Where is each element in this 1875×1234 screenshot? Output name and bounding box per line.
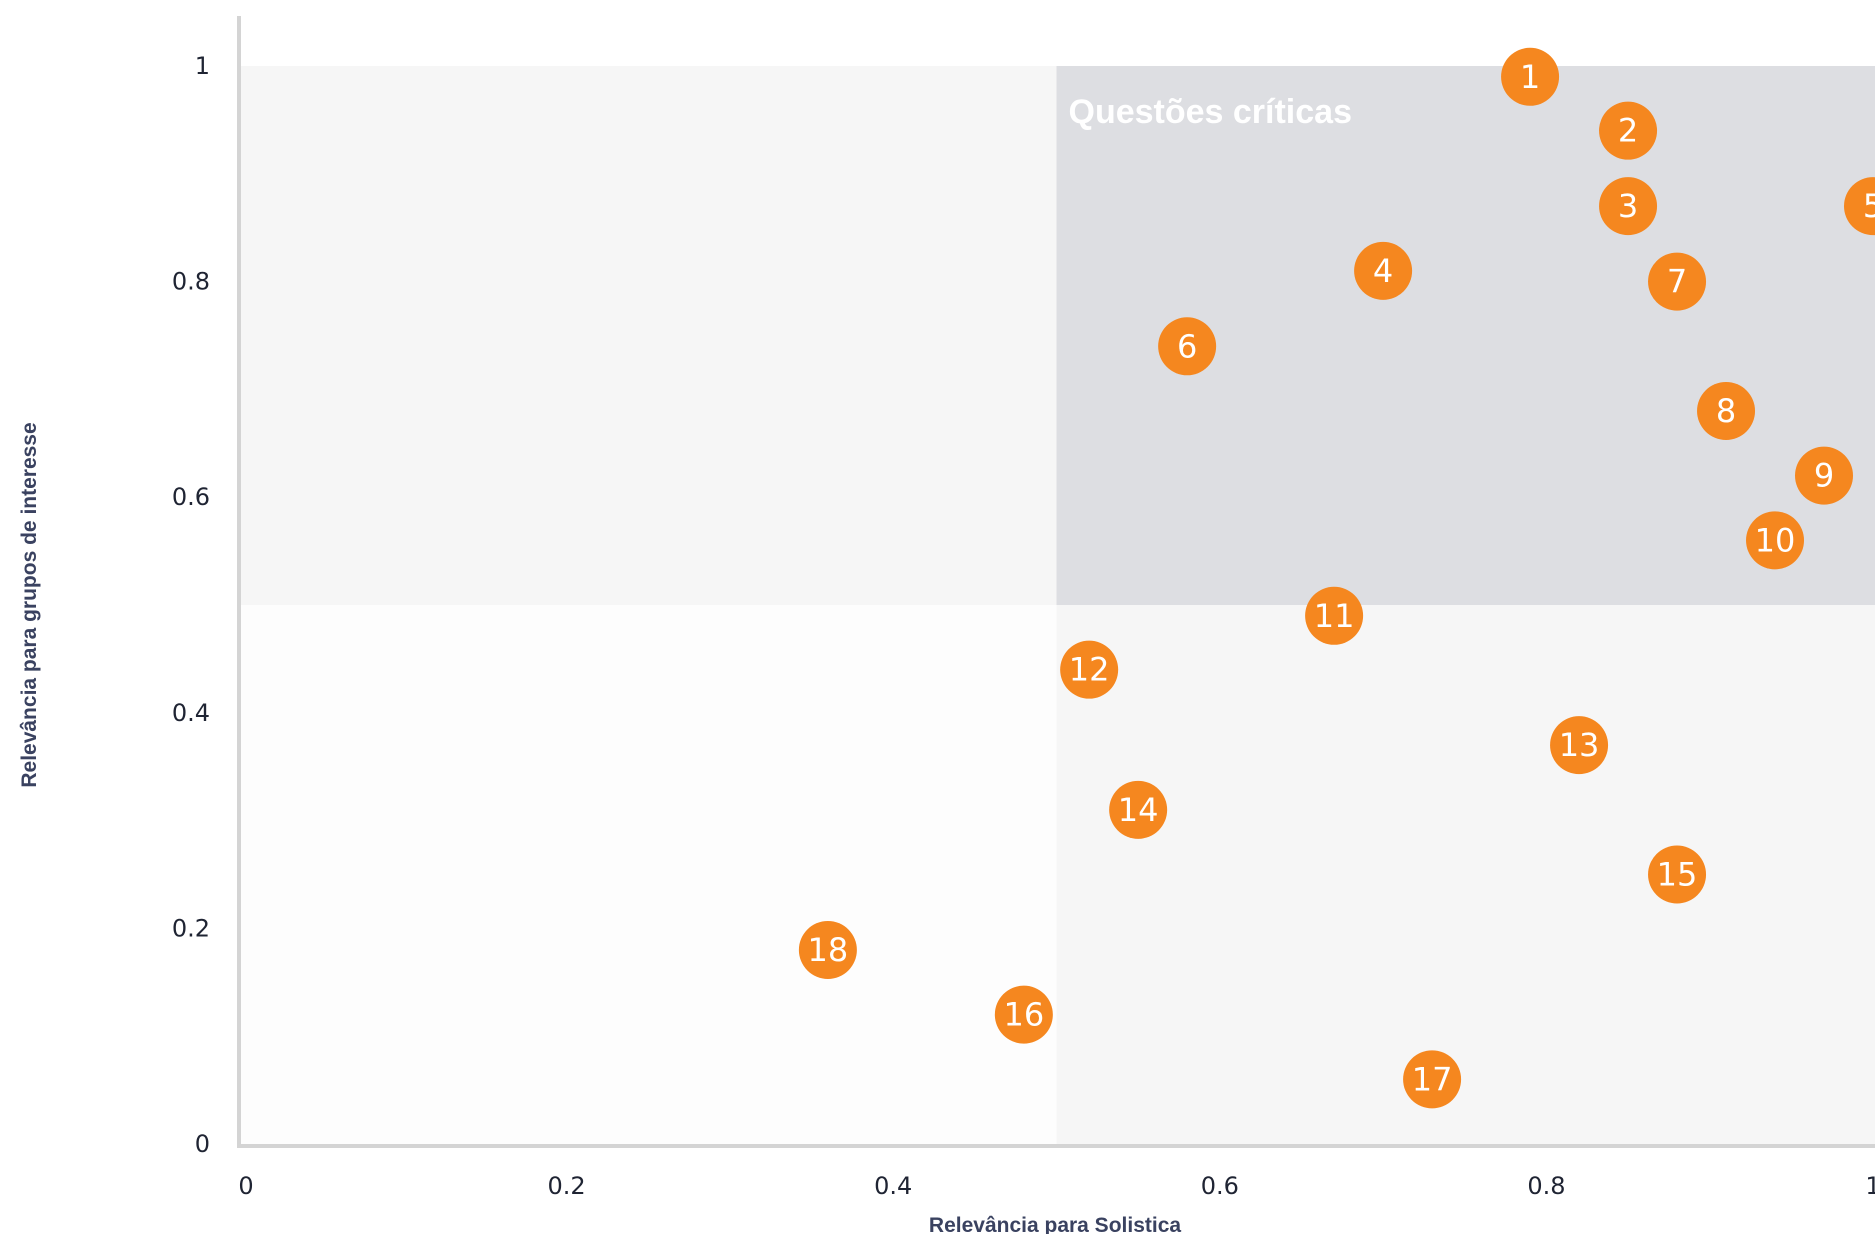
x-tick-label: 0.8 bbox=[1527, 1172, 1565, 1200]
data-point-label: 6 bbox=[1177, 327, 1197, 365]
data-point-marker bbox=[1648, 252, 1707, 311]
quadrant-low-low bbox=[240, 605, 1057, 1144]
data-point-label: 2 bbox=[1618, 112, 1638, 150]
data-point-marker bbox=[798, 920, 857, 979]
y-tick-label: 0.4 bbox=[172, 699, 210, 727]
data-point-marker bbox=[1599, 101, 1658, 160]
data-point: 1 bbox=[1501, 47, 1560, 106]
data-point-marker bbox=[1844, 177, 1875, 236]
data-point-label: 8 bbox=[1716, 392, 1736, 430]
y-tick-label: 0 bbox=[195, 1130, 210, 1158]
data-point-label: 11 bbox=[1314, 597, 1355, 635]
data-point-marker bbox=[1060, 640, 1119, 699]
data-point-marker bbox=[1599, 177, 1658, 236]
data-point-label: 17 bbox=[1412, 1060, 1453, 1098]
data-point-marker bbox=[1697, 381, 1756, 440]
data-point-label: 16 bbox=[1003, 996, 1044, 1034]
data-point: 6 bbox=[1158, 317, 1217, 376]
data-point: 4 bbox=[1354, 241, 1413, 300]
data-point: 13 bbox=[1550, 716, 1609, 775]
data-point-label: 18 bbox=[808, 931, 849, 969]
data-point: 8 bbox=[1697, 381, 1756, 440]
data-point-label: 12 bbox=[1069, 651, 1110, 689]
data-point-marker bbox=[1403, 1050, 1462, 1109]
data-point-label: 1 bbox=[1520, 58, 1540, 96]
data-point-label: 7 bbox=[1667, 263, 1687, 301]
y-tick-label: 0.2 bbox=[172, 914, 210, 942]
data-point: 10 bbox=[1746, 511, 1805, 570]
x-tick-label: 0.4 bbox=[874, 1172, 912, 1200]
data-point: 12 bbox=[1060, 640, 1119, 699]
data-point-marker bbox=[1354, 241, 1413, 300]
data-point-marker bbox=[1109, 780, 1168, 839]
data-point: 16 bbox=[994, 985, 1053, 1044]
data-point: 9 bbox=[1795, 446, 1854, 505]
x-tick-label: 0 bbox=[238, 1172, 253, 1200]
data-point-marker bbox=[1648, 845, 1707, 904]
data-point-label: 13 bbox=[1559, 726, 1600, 764]
data-point: 14 bbox=[1109, 780, 1168, 839]
data-point: 2 bbox=[1599, 101, 1658, 160]
data-point-marker bbox=[1550, 716, 1609, 775]
data-point: 18 bbox=[798, 920, 857, 979]
data-point: 3 bbox=[1599, 177, 1658, 236]
data-point-label: 4 bbox=[1373, 252, 1393, 290]
quadrant-label: Questões críticas bbox=[1069, 93, 1352, 131]
y-tick-label: 0.6 bbox=[172, 483, 210, 511]
data-point: 17 bbox=[1403, 1050, 1462, 1109]
data-point-label: 15 bbox=[1657, 856, 1698, 894]
x-tick-label: 0.2 bbox=[548, 1172, 586, 1200]
data-point-label: 14 bbox=[1118, 791, 1159, 829]
data-point-marker bbox=[994, 985, 1053, 1044]
data-point-label: 10 bbox=[1755, 521, 1796, 559]
data-point-label: 9 bbox=[1814, 457, 1834, 495]
data-point: 11 bbox=[1305, 586, 1364, 645]
data-point-marker bbox=[1746, 511, 1805, 570]
data-point: 15 bbox=[1648, 845, 1707, 904]
data-point-marker bbox=[1501, 47, 1560, 106]
quadrant-low-stakeholder-high bbox=[240, 66, 1057, 605]
data-point-marker bbox=[1305, 586, 1364, 645]
quadrant-high-company-low bbox=[1056, 605, 1875, 1144]
data-point-marker bbox=[1158, 317, 1217, 376]
x-tick-label: 0.6 bbox=[1201, 1172, 1239, 1200]
data-point: 5 bbox=[1844, 177, 1875, 236]
y-tick-label: 0.8 bbox=[172, 268, 210, 296]
y-axis-ticks: 0 0.2 0.4 0.6 0.8 1 bbox=[172, 52, 210, 1158]
x-axis-title: Relevância para Solistica bbox=[929, 1214, 1181, 1234]
x-axis-ticks: 0 0.2 0.4 0.6 0.8 1 bbox=[238, 1172, 1875, 1200]
data-point: 7 bbox=[1648, 252, 1707, 311]
data-point-label: 5 bbox=[1863, 187, 1875, 225]
data-point-label: 3 bbox=[1618, 187, 1638, 225]
y-tick-label: 1 bbox=[195, 52, 210, 80]
data-point-marker bbox=[1795, 446, 1854, 505]
y-axis-title: Relevância para grupos de interesse bbox=[18, 422, 41, 787]
x-tick-label: 1 bbox=[1865, 1172, 1875, 1200]
